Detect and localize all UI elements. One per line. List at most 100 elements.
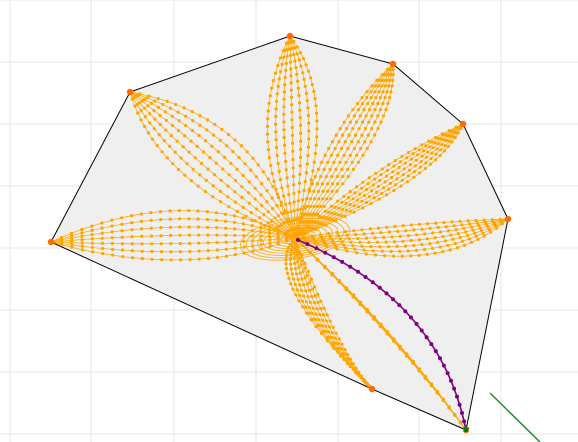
flow-point [380,167,384,171]
flow-point [370,114,374,118]
flow-point [474,218,478,223]
flow-point [140,234,144,238]
flow-point [439,148,443,152]
flow-point [365,310,369,314]
path-point [305,242,310,247]
flow-point [280,62,284,66]
flow-point [402,167,406,171]
flow-point [350,140,354,144]
flow-point [374,171,378,175]
flow-point [129,214,134,218]
flow-point [216,150,220,154]
flow-point [283,209,287,213]
flow-point [290,110,294,114]
flow-point [178,225,182,229]
flow-point [321,318,325,322]
flow-point [464,230,468,234]
flow-point [336,342,341,346]
flow-point [300,288,304,293]
flow-point [254,175,258,179]
flow-point [439,230,443,234]
flow-point [233,233,237,237]
flow-point [260,182,264,186]
flow-point [381,90,385,94]
flow-point [214,211,218,215]
flow-point [373,84,377,88]
flow-point [284,159,288,164]
flow-point [282,128,286,132]
flow-point [336,213,340,217]
flow-point [80,241,84,245]
flow-point [321,189,325,193]
flow-point [280,211,284,215]
flow-point [453,241,457,246]
flow-point [212,133,216,137]
sink-swirl [239,215,351,261]
flow-point [159,250,164,254]
flow-point [397,165,401,170]
flow-point [189,179,193,183]
flow-point [283,151,287,155]
flow-point [346,353,350,357]
flow-point [178,250,182,254]
flow-point [355,153,359,157]
flow-point [205,217,209,222]
flow-point [309,277,313,281]
flow-point [284,266,289,271]
flow-point [369,140,373,144]
flow-point [274,138,278,142]
flow-point [274,107,278,111]
flow-point [456,131,460,135]
flow-point [466,233,470,237]
flow-point [274,122,278,126]
flow-point [325,339,329,343]
flow-point [360,133,364,137]
flow-point [100,221,104,225]
flow-point [382,186,386,190]
flow-point [315,111,319,115]
flow-point [392,188,396,193]
flow-point [346,196,351,200]
flow-point [420,154,424,158]
flow-point [149,234,154,238]
flow-point [383,95,387,100]
flow-point [313,175,317,179]
flow-point [284,61,288,65]
flow-point [305,99,309,103]
flow-point [379,231,383,235]
flow-point [282,120,286,124]
flow-point [325,182,330,186]
flow-point [140,257,144,261]
flow-point [395,244,399,249]
flow-point [387,163,391,167]
flow-point [380,191,384,196]
flow-point [454,228,458,232]
flow-point [145,96,149,100]
flow-point [424,144,428,148]
flow-point [240,185,244,189]
flow-point [393,159,397,163]
flow-point [243,162,247,166]
flow-point [295,72,299,76]
flow-point [315,182,319,186]
flow-point [146,131,150,135]
flow-point [348,190,352,194]
flow-point [139,109,143,113]
flow-point [156,97,160,101]
flow-point [309,76,313,80]
flow-point [193,156,197,160]
flow-point [120,242,124,246]
flow-point [416,153,420,157]
flow-point [215,226,219,230]
flow-point [299,139,303,143]
flow-point [157,133,161,137]
flow-point [111,247,115,251]
flow-point [393,224,397,229]
flow-point [398,160,402,164]
flow-point [309,197,313,201]
flow-point [184,114,188,118]
flow-point [188,258,192,262]
flow-point [120,216,124,220]
flow-point [369,201,373,206]
flow-point [184,124,188,128]
